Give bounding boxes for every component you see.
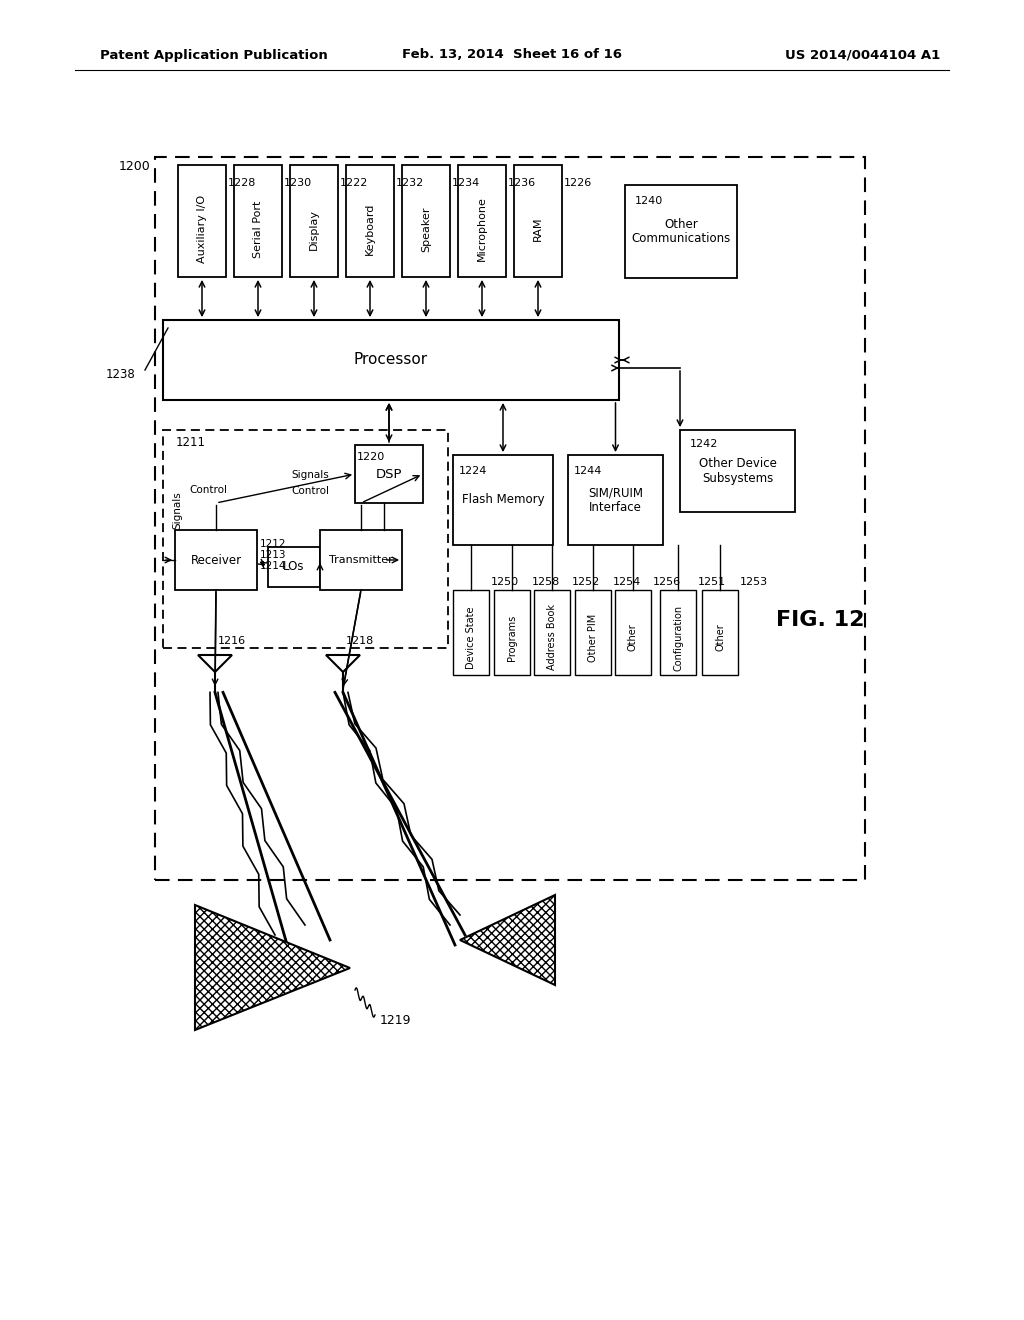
Text: Other: Other [715,623,725,651]
Text: Receiver: Receiver [190,553,242,566]
Text: 1213: 1213 [260,550,287,560]
Text: 1250: 1250 [490,577,519,587]
Text: 1253: 1253 [740,577,768,587]
Bar [575,590,611,675]
Text: 1240: 1240 [635,195,664,206]
Bar [155,157,865,880]
Bar [568,455,663,545]
Text: LOs: LOs [284,561,305,573]
Bar [163,430,449,648]
Text: RAM: RAM [534,216,543,242]
Text: 1238: 1238 [105,368,135,381]
Text: US 2014/0044104 A1: US 2014/0044104 A1 [784,49,940,62]
Bar [680,430,795,512]
Bar [453,590,489,675]
Text: 1218: 1218 [346,636,374,647]
Text: Other
Communications: Other Communications [632,218,731,246]
Text: Auxiliary I/O: Auxiliary I/O [197,195,207,263]
Text: Flash Memory: Flash Memory [462,494,545,507]
Bar [234,165,282,277]
Bar [178,165,226,277]
Bar [514,165,562,277]
Bar [534,590,570,675]
Text: 1224: 1224 [459,466,487,477]
Text: 1258: 1258 [532,577,560,587]
Text: Microphone: Microphone [477,197,487,261]
Text: Processor: Processor [354,352,428,367]
Text: Display: Display [309,209,319,249]
Text: 1254: 1254 [613,577,641,587]
Text: 1236: 1236 [508,178,537,187]
Bar [175,531,257,590]
Bar [346,165,394,277]
Text: 1219: 1219 [380,1014,412,1027]
Text: Patent Application Publication: Patent Application Publication [100,49,328,62]
Text: DSP: DSP [376,467,402,480]
Text: Keyboard: Keyboard [365,203,375,255]
Text: Transmitter: Transmitter [329,554,393,565]
Text: 1226: 1226 [564,178,592,187]
Text: 1222: 1222 [340,178,369,187]
Text: 1252: 1252 [572,577,600,587]
Text: 1244: 1244 [574,466,602,477]
Text: SIM/RUIM
Interface: SIM/RUIM Interface [588,486,643,513]
Text: 1256: 1256 [653,577,681,587]
Text: 1211: 1211 [176,437,206,450]
Text: 1234: 1234 [452,178,480,187]
Text: 1251: 1251 [698,577,726,587]
Bar [625,185,737,279]
Bar [702,590,738,675]
Bar [660,590,696,675]
Text: Address Book: Address Book [547,605,557,671]
Bar [268,546,319,587]
Text: Other Device
Subsystems: Other Device Subsystems [698,457,776,484]
Bar [319,531,402,590]
Text: Control: Control [291,486,329,496]
Text: Device State: Device State [466,606,476,669]
Bar [494,590,530,675]
Text: 1212: 1212 [260,539,287,549]
Bar [402,165,450,277]
Text: Control: Control [189,484,227,495]
Text: 1216: 1216 [218,636,246,647]
Text: Speaker: Speaker [421,206,431,252]
Text: 1220: 1220 [357,451,385,462]
Text: 1200: 1200 [118,161,150,173]
Text: Serial Port: Serial Port [253,201,263,257]
Polygon shape [460,895,555,985]
Bar [453,455,553,545]
Text: Other: Other [628,623,638,651]
Text: 1242: 1242 [690,440,719,449]
Text: Configuration: Configuration [673,605,683,671]
Text: Signals: Signals [291,470,329,480]
Bar [355,445,423,503]
Bar [163,319,618,400]
Text: 1232: 1232 [396,178,424,187]
Text: 1228: 1228 [228,178,256,187]
Text: Programs: Programs [507,614,517,660]
Text: FIG. 12: FIG. 12 [776,610,864,630]
Text: Other PIM: Other PIM [588,614,598,661]
Bar [615,590,651,675]
Text: Signals: Signals [172,491,182,529]
Bar [458,165,506,277]
Text: Feb. 13, 2014  Sheet 16 of 16: Feb. 13, 2014 Sheet 16 of 16 [402,49,622,62]
Text: 1230: 1230 [284,178,312,187]
Polygon shape [195,906,350,1030]
Text: 1214: 1214 [260,561,287,572]
Bar [290,165,338,277]
